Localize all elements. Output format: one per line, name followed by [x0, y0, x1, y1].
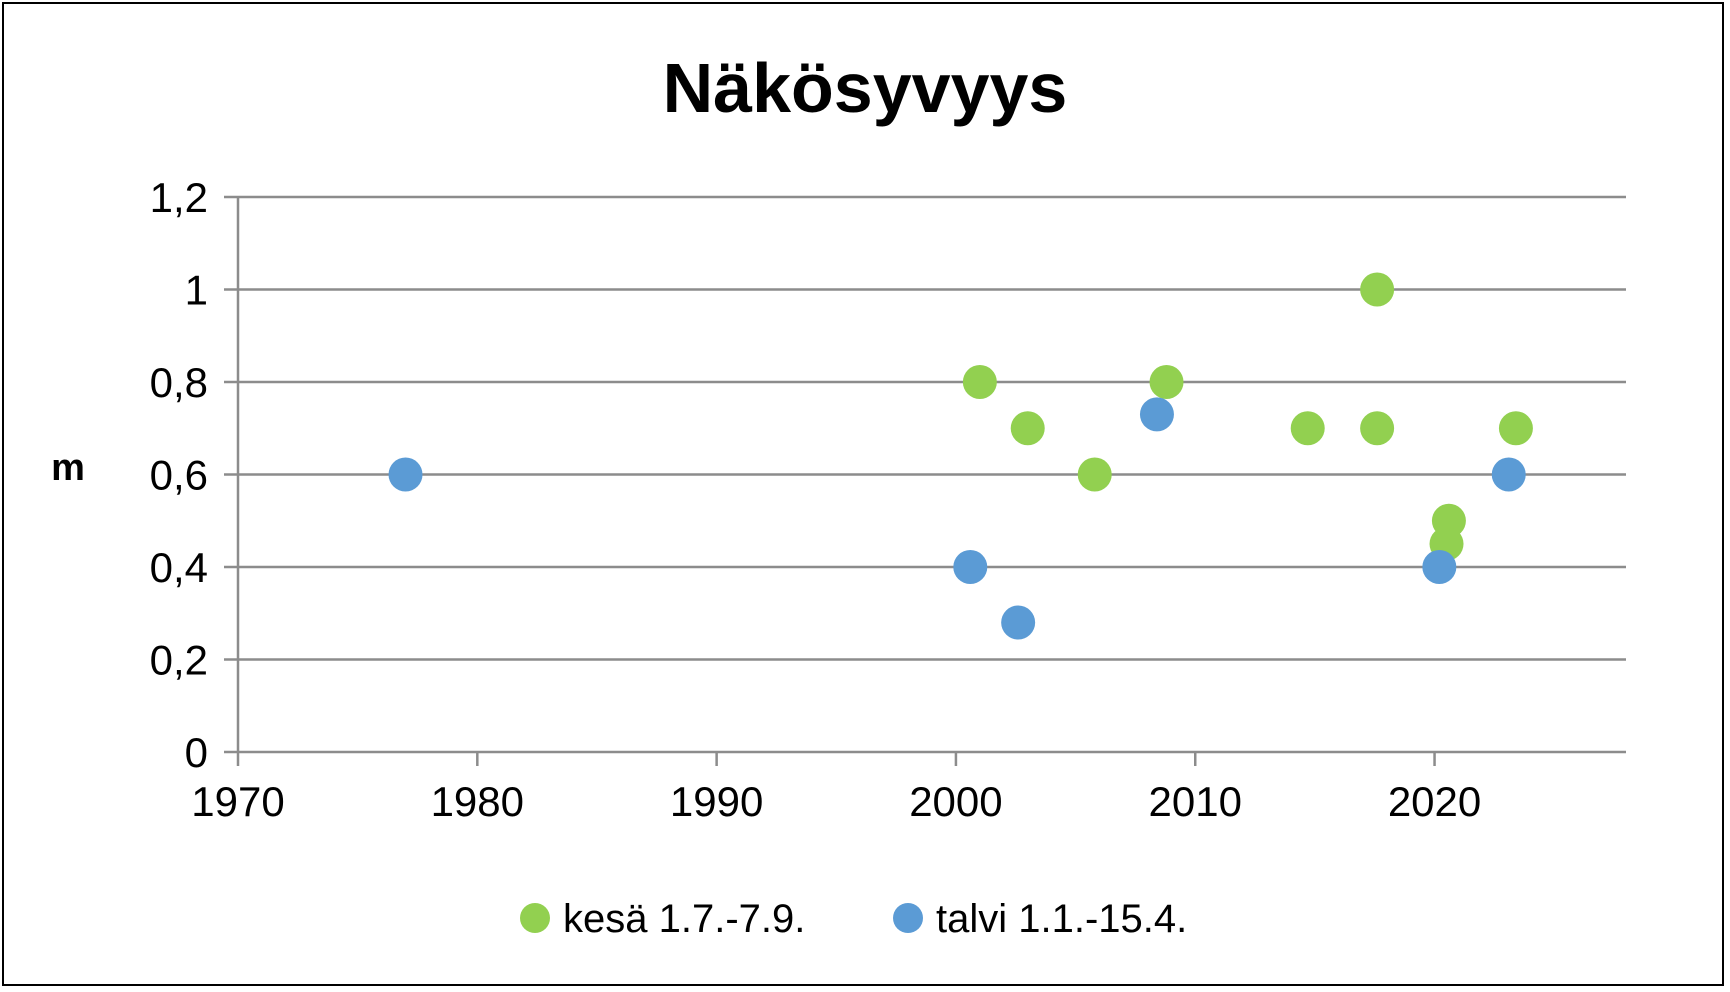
y-tick-label: 0: [185, 729, 208, 776]
legend-label: talvi 1.1.-15.4.: [936, 897, 1187, 941]
x-tick-label: 1970: [191, 778, 284, 825]
data-point-winter: [953, 550, 988, 584]
legend-item-winter: talvi 1.1.-15.4.: [893, 897, 1187, 941]
data-point-summer: [1360, 411, 1395, 446]
x-tick-label: 1980: [431, 778, 524, 825]
x-tick-label: 1990: [670, 778, 763, 825]
data-point-summer: [1290, 411, 1325, 446]
y-tick-label: 0,2: [150, 637, 208, 684]
data-point-winter: [1139, 397, 1174, 432]
x-tick-label: 2010: [1149, 778, 1242, 825]
y-tick-label: 1,2: [150, 174, 208, 221]
data-point-winter: [388, 457, 423, 492]
legend-item-summer: kesä 1.7.-7.9.: [520, 897, 805, 941]
data-point-summer: [1077, 457, 1112, 492]
y-tick-label: 0,8: [150, 359, 208, 406]
legend-marker: [520, 903, 550, 933]
data-point-winter: [1422, 550, 1457, 584]
chart-title: Näkösyvyys: [663, 49, 1068, 127]
data-points: [388, 272, 1533, 640]
legend-label: kesä 1.7.-7.9.: [563, 897, 805, 941]
y-tick-label: 0,6: [150, 452, 208, 499]
legend-marker: [893, 903, 923, 933]
x-tick-label: 2000: [909, 778, 1002, 825]
data-point-summer: [1010, 411, 1045, 446]
legend: kesä 1.7.-7.9. talvi 1.1.-15.4.: [520, 897, 1187, 941]
data-point-winter: [1491, 457, 1526, 492]
axes: 0 0,2 0,4 0,6 0,8 1 1,2 1970 1980 1990 2000 2010 202…: [150, 174, 1626, 825]
y-axis-label: m: [51, 447, 85, 489]
data-point-summer: [1498, 411, 1533, 446]
data-point-summer: [1149, 365, 1184, 399]
data-point-summer: [962, 365, 997, 399]
x-tick-label: 2020: [1388, 778, 1481, 825]
gridlines: [238, 195, 1626, 661]
data-point-summer: [1360, 272, 1395, 307]
data-point-winter: [1001, 605, 1036, 640]
y-tick-label: 1: [185, 267, 208, 314]
y-tick-label: 0,4: [150, 544, 208, 591]
